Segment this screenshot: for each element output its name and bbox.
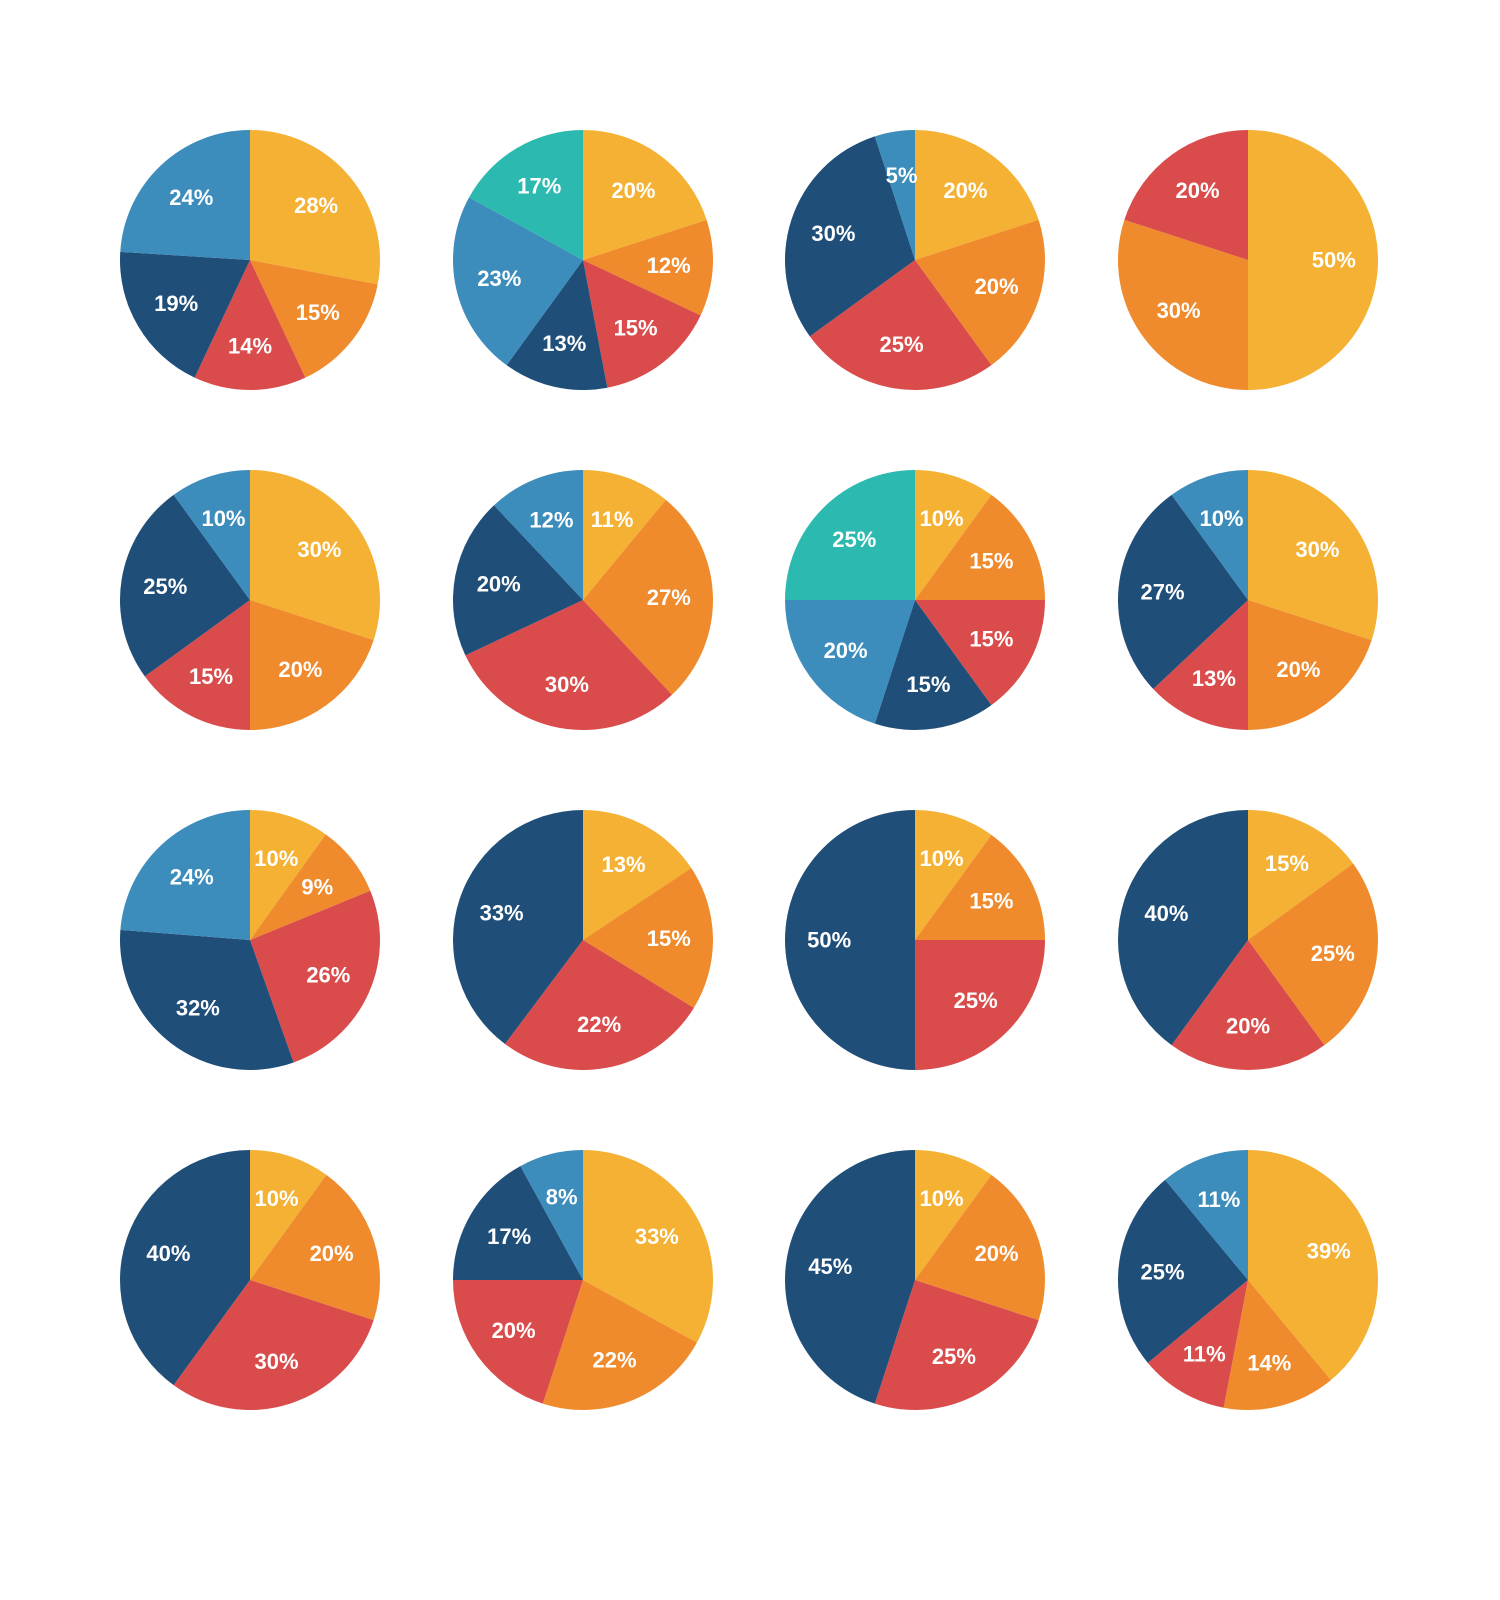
slice-label: 30% <box>1156 298 1200 323</box>
slice-label: 25% <box>832 527 876 552</box>
slice-label: 33% <box>634 1224 678 1249</box>
slice-label: 22% <box>577 1012 621 1037</box>
slice-label: 50% <box>1311 248 1355 273</box>
slice-label: 15% <box>906 672 950 697</box>
slice-label: 20% <box>278 657 322 682</box>
pie-r4c3: 10% 20% 25% 45% <box>785 1150 1045 1410</box>
slice-label: 14% <box>1247 1351 1291 1376</box>
slice-label: 39% <box>1306 1238 1350 1263</box>
slice-label: 20% <box>975 1241 1019 1266</box>
pie-r1c2: 20% 12% 15% 13% 23% 17% <box>453 130 713 390</box>
slice-label: 10% <box>254 1186 298 1211</box>
pie-r4c1: 10% 20% 30% 40% <box>120 1150 380 1410</box>
slice-label: 25% <box>143 574 187 599</box>
slice-label: 20% <box>491 1318 535 1343</box>
slice-label: 45% <box>808 1254 852 1279</box>
slice-label: 10% <box>919 506 963 531</box>
slice-label: 24% <box>170 865 214 890</box>
slice-label: 28% <box>294 193 338 218</box>
slice-label: 17% <box>487 1224 531 1249</box>
slice-label: 20% <box>1175 178 1219 203</box>
slice-label: 25% <box>954 988 998 1013</box>
slice-label: 15% <box>296 300 340 325</box>
slice-label: 24% <box>169 185 213 210</box>
slice-label: 23% <box>477 266 521 291</box>
slice-label: 30% <box>254 1349 298 1374</box>
slice-label: 27% <box>646 585 690 610</box>
pie-r2c2: 11% 27% 30% 20% 12% <box>453 470 713 730</box>
slice-label: 19% <box>154 291 198 316</box>
slice-label: 40% <box>146 1241 190 1266</box>
slice-label: 20% <box>824 638 868 663</box>
slice-label: 11% <box>1197 1187 1240 1212</box>
slice-label: 26% <box>306 962 350 987</box>
pie-r4c4: 39% 14% 11% 25% 11% <box>1118 1150 1378 1410</box>
slice-label: 20% <box>1225 1013 1269 1038</box>
pie-r3c1: 10%9% 26% 32% 24% <box>120 810 380 1070</box>
pie-chart-grid: 28%15%14%19%24%20%12%15%13%23%17%20%20%2… <box>120 130 1380 1410</box>
slice-label: 25% <box>1310 941 1354 966</box>
slice-label: 50% <box>807 928 851 953</box>
pie-r3c4: 15% 25% 20% 40% <box>1118 810 1378 1070</box>
slice-label: 5% <box>886 163 918 188</box>
slice-label: 20% <box>943 178 987 203</box>
slice-label: 10% <box>1199 506 1243 531</box>
slice-label: 30% <box>297 537 341 562</box>
pie-r1c4: 50% 30% 20% <box>1118 130 1378 390</box>
slice-label: 25% <box>932 1344 976 1369</box>
slice-label: 15% <box>969 626 1013 651</box>
slice-label: 12% <box>646 253 690 278</box>
slice-label: 25% <box>880 332 924 357</box>
slice-label: 20% <box>975 274 1019 299</box>
slice-label: 25% <box>1140 1259 1184 1284</box>
slice-label: 22% <box>592 1347 636 1372</box>
slice-label: 15% <box>969 549 1013 574</box>
pie-r2c1: 30% 20% 15% 25% 10% <box>120 470 380 730</box>
pie-r1c1: 28% 15% 14% 19% 24% <box>120 130 380 390</box>
pie-r1c3: 20% 20% 25% 30% 5% <box>785 130 1045 390</box>
slice-label: 20% <box>1276 657 1320 682</box>
slice-label: 13% <box>542 331 586 356</box>
slice-label: 15% <box>969 889 1013 914</box>
pie-r4c2: 33% 22% 20% 17% 8% <box>453 1150 713 1410</box>
slice-label: 10% <box>254 846 298 871</box>
slice-label: 20% <box>611 178 655 203</box>
slice-label: 27% <box>1140 579 1184 604</box>
slice-label: 33% <box>479 900 523 925</box>
slice-label: 32% <box>176 996 220 1021</box>
slice-label: 15% <box>613 315 657 340</box>
slice-label: 20% <box>310 1241 354 1266</box>
slice-label: 17% <box>517 174 561 199</box>
pie-r2c4: 30% 20% 13% 27% 10% <box>1118 470 1378 730</box>
slice-label: 11% <box>590 507 633 532</box>
pie-r3c2: 13% 15% 22% 33% <box>453 810 713 1070</box>
slice-label: 15% <box>1264 851 1308 876</box>
slice-label: 30% <box>544 672 588 697</box>
slice-label: 13% <box>601 852 645 877</box>
slice-label: 13% <box>1191 666 1235 691</box>
slice-label: 40% <box>1144 901 1188 926</box>
slice-label: 15% <box>646 926 690 951</box>
slice-label: 12% <box>529 508 573 533</box>
slice-label: 20% <box>476 571 520 596</box>
slice-label: 30% <box>811 221 855 246</box>
slice-label: 10% <box>919 846 963 871</box>
slice-label: 8% <box>545 1184 577 1209</box>
pie-r3c3: 10%15% 25% 50% <box>785 810 1045 1070</box>
slice-label: 14% <box>228 333 272 358</box>
slice-label: 30% <box>1295 537 1339 562</box>
slice-label: 10% <box>919 1186 963 1211</box>
slice-label: 15% <box>189 664 233 689</box>
slice-label: 10% <box>201 506 245 531</box>
slice-label: 11% <box>1182 1341 1225 1366</box>
pie-r2c3: 10%15%15%15%20%25% <box>785 470 1045 730</box>
slice-label: 9% <box>301 874 333 899</box>
